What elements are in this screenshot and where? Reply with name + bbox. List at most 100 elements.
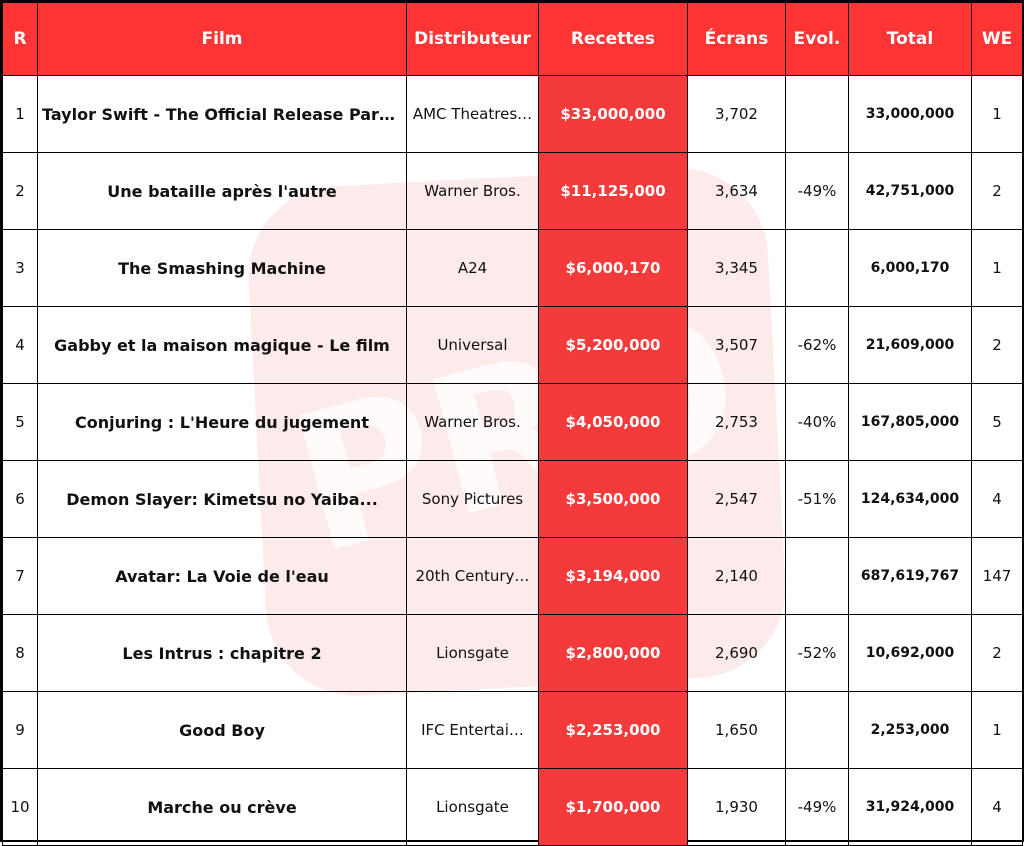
table-cell: Demon Slayer: Kimetsu no Yaiba...: [37, 460, 407, 538]
table-cell: 1: [971, 75, 1023, 153]
table-cell: 2: [2, 152, 38, 230]
table-cell: -40%: [785, 383, 849, 461]
table-cell: $2,800,000: [538, 614, 688, 692]
column-header: Evol.: [785, 2, 849, 76]
table-cell: 6: [2, 460, 38, 538]
table-cell: Taylor Swift - The Official Release Part…: [37, 75, 407, 153]
table-cell: Warner Bros.: [406, 383, 539, 461]
table-cell: 6,000,170: [848, 229, 972, 307]
column-header: WE: [971, 2, 1023, 76]
table-cell: 42,751,000: [848, 152, 972, 230]
table-cell: 1: [971, 691, 1023, 769]
table-cell: 10,692,000: [848, 614, 972, 692]
table-cell: 1: [971, 229, 1023, 307]
table-row: 9 Good Boy IFC Entertai… $2,253,000 1,650 2,2…: [2, 691, 1023, 769]
table-cell: 3,345: [687, 229, 786, 307]
table-row: 4 Gabby et la maison magique - Le film Uni…: [2, 306, 1023, 384]
table-cell: 1: [2, 75, 38, 153]
table-cell: Lionsgate: [406, 614, 539, 692]
table-cell: 687,619,767: [848, 537, 972, 615]
table-cell: 4: [971, 768, 1023, 846]
table-cell: A24: [406, 229, 539, 307]
column-header: R: [2, 2, 38, 76]
table-cell: -51%: [785, 460, 849, 538]
table-cell: 2: [971, 152, 1023, 230]
header-row: R Film Distributeur Recettes Écrans Evol. Tota…: [2, 2, 1023, 76]
table-cell: 8: [2, 614, 38, 692]
table-cell: 2,753: [687, 383, 786, 461]
table-row: 1 Taylor Swift - The Official Release Par…: [2, 75, 1023, 153]
table-cell: 1,650: [687, 691, 786, 769]
table-cell: $4,050,000: [538, 383, 688, 461]
table-cell: Conjuring : L'Heure du jugement: [37, 383, 407, 461]
table-cell: [785, 691, 849, 769]
table-cell: 2,547: [687, 460, 786, 538]
table-cell: Lionsgate: [406, 768, 539, 846]
table-cell: 147: [971, 537, 1023, 615]
table-cell: -62%: [785, 306, 849, 384]
table-cell: 2,690: [687, 614, 786, 692]
table-cell: 2,140: [687, 537, 786, 615]
table-cell: 9: [2, 691, 38, 769]
table-cell: 33,000,000: [848, 75, 972, 153]
table-cell: $3,194,000: [538, 537, 688, 615]
table-cell: Universal: [406, 306, 539, 384]
table-cell: 4: [2, 306, 38, 384]
table-cell: IFC Entertai…: [406, 691, 539, 769]
table-cell: 7: [2, 537, 38, 615]
table-row: 10 Marche ou crève Lionsgate $1,700,000 1,93…: [2, 768, 1023, 846]
table-row: 2 Une bataille après l'autre Warner Bros. $…: [2, 152, 1023, 230]
table-cell: 3,507: [687, 306, 786, 384]
table-row: 8 Les Intrus : chapitre 2 Lionsgate $2,800,…: [2, 614, 1023, 692]
table-cell: [785, 75, 849, 153]
table-cell: 4: [971, 460, 1023, 538]
table-cell: 124,634,000: [848, 460, 972, 538]
table-cell: Les Intrus : chapitre 2: [37, 614, 407, 692]
table-row: 3 The Smashing Machine A24 $6,000,170 3,345 6…: [2, 229, 1023, 307]
table-row: 5 Conjuring : L'Heure du jugement Warner B…: [2, 383, 1023, 461]
table-cell: $33,000,000: [538, 75, 688, 153]
column-header: Recettes: [538, 2, 688, 76]
table-cell: Avatar: La Voie de l'eau: [37, 537, 407, 615]
table-cell: Gabby et la maison magique - Le film: [37, 306, 407, 384]
table-cell: Sony Pictures: [406, 460, 539, 538]
table-cell: Une bataille après l'autre: [37, 152, 407, 230]
table-cell: Good Boy: [37, 691, 407, 769]
table-cell: 3,634: [687, 152, 786, 230]
table-cell: 167,805,000: [848, 383, 972, 461]
table-cell: $2,253,000: [538, 691, 688, 769]
table-cell: -49%: [785, 152, 849, 230]
table-cell: 31,924,000: [848, 768, 972, 846]
table-cell: -52%: [785, 614, 849, 692]
column-header: Distributeur: [406, 2, 539, 76]
table-row: 7 Avatar: La Voie de l'eau 20th Century… $3…: [2, 537, 1023, 615]
table-cell: Marche ou crève: [37, 768, 407, 846]
table-cell: 3: [2, 229, 38, 307]
table-cell: $3,500,000: [538, 460, 688, 538]
table-cell: 5: [2, 383, 38, 461]
column-header: Écrans: [687, 2, 786, 76]
table-row: 6 Demon Slayer: Kimetsu no Yaiba... Sony P…: [2, 460, 1023, 538]
table-cell: 2: [971, 306, 1023, 384]
table-cell: 1,930: [687, 768, 786, 846]
table-cell: 21,609,000: [848, 306, 972, 384]
table-cell: -49%: [785, 768, 849, 846]
table-cell: $6,000,170: [538, 229, 688, 307]
table-cell: [785, 229, 849, 307]
table-cell: The Smashing Machine: [37, 229, 407, 307]
table-cell: 20th Century…: [406, 537, 539, 615]
table-cell: 3,702: [687, 75, 786, 153]
table-cell: 2: [971, 614, 1023, 692]
column-header: Total: [848, 2, 972, 76]
table-cell: 2,253,000: [848, 691, 972, 769]
table-cell: Warner Bros.: [406, 152, 539, 230]
table-cell: 5: [971, 383, 1023, 461]
column-header: Film: [37, 2, 407, 76]
table-cell: [785, 537, 849, 615]
table-cell: AMC Theatres…: [406, 75, 539, 153]
table-cell: $5,200,000: [538, 306, 688, 384]
table-cell: 10: [2, 768, 38, 846]
